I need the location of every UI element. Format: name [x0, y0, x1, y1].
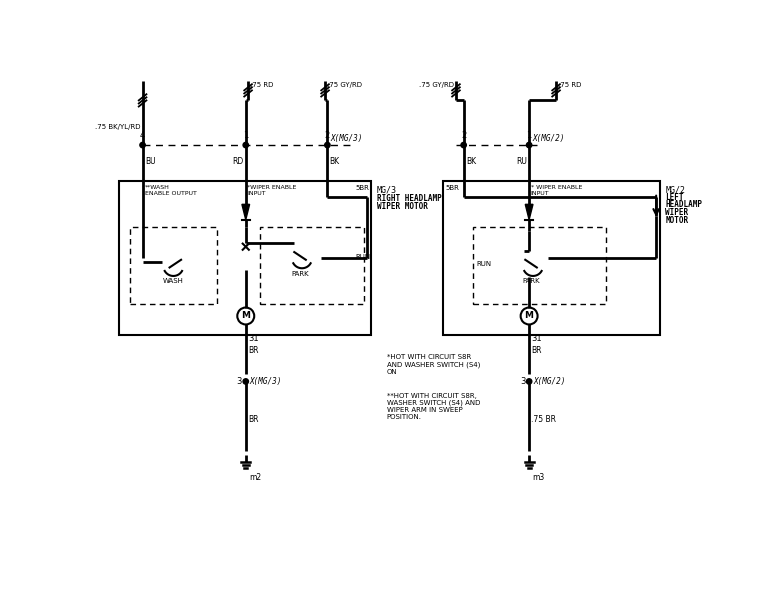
Text: .75 GY/RD: .75 GY/RD	[419, 82, 454, 88]
Text: RU: RU	[516, 157, 527, 166]
Text: MG/2: MG/2	[665, 185, 685, 194]
Text: PARK: PARK	[522, 278, 540, 284]
Text: X(MG/3): X(MG/3)	[250, 377, 282, 386]
Text: BU: BU	[145, 157, 155, 166]
Text: X(MG/3): X(MG/3)	[330, 134, 362, 143]
Bar	[473, 228, 606, 304]
Text: WASH: WASH	[163, 278, 184, 284]
Circle shape	[140, 143, 145, 147]
Text: BK: BK	[329, 157, 339, 166]
Circle shape	[526, 379, 531, 384]
Circle shape	[526, 143, 531, 147]
Circle shape	[325, 143, 330, 147]
Circle shape	[461, 143, 466, 147]
Text: 2: 2	[461, 132, 466, 140]
Text: 5BR: 5BR	[355, 185, 369, 191]
Text: X(MG/2): X(MG/2)	[533, 377, 565, 386]
Bar	[260, 228, 363, 304]
Text: 4: 4	[140, 132, 145, 140]
Bar	[120, 181, 371, 335]
Text: BR: BR	[531, 346, 542, 355]
Text: *HOT WITH CIRCUIT S8R
AND WASHER SWITCH (S4)
ON: *HOT WITH CIRCUIT S8R AND WASHER SWITCH …	[386, 354, 480, 375]
Text: **HOT WITH CIRCUIT S8R,
WASHER SWITCH (S4) AND
WIPER ARM IN SWEEP
POSITION.: **HOT WITH CIRCUIT S8R, WASHER SWITCH (S…	[386, 393, 480, 420]
Text: BK: BK	[466, 157, 476, 166]
Text: 31: 31	[531, 334, 542, 343]
Text: LEFT: LEFT	[665, 193, 684, 202]
Text: RUN: RUN	[477, 261, 492, 267]
Text: 1: 1	[243, 132, 248, 140]
Text: HEADLAMP: HEADLAMP	[665, 201, 703, 209]
Text: BR: BR	[248, 416, 259, 425]
Text: MOTOR: MOTOR	[665, 216, 689, 225]
Text: WIPER MOTOR: WIPER MOTOR	[376, 202, 428, 211]
Text: 1: 1	[527, 132, 531, 140]
Text: 31: 31	[248, 334, 259, 343]
Text: MG/3: MG/3	[376, 185, 396, 194]
Polygon shape	[242, 204, 250, 220]
Text: RD: RD	[232, 157, 243, 166]
Text: .75 RD: .75 RD	[250, 82, 273, 88]
Text: m2: m2	[249, 473, 261, 482]
Bar	[443, 181, 660, 335]
Text: * WIPER ENABLE
INPUT: * WIPER ENABLE INPUT	[531, 185, 582, 196]
Text: M: M	[241, 312, 250, 321]
Text: RIGHT HEADLAMP: RIGHT HEADLAMP	[376, 195, 442, 203]
Circle shape	[243, 143, 249, 147]
Text: 3: 3	[237, 377, 242, 386]
Text: X(MG/2): X(MG/2)	[532, 134, 564, 143]
Text: BR: BR	[248, 346, 259, 355]
Text: m3: m3	[532, 473, 545, 482]
Text: 3: 3	[520, 377, 525, 386]
Text: *WIPER ENABLE
INPUT: *WIPER ENABLE INPUT	[247, 185, 296, 196]
Text: RUN: RUN	[356, 254, 371, 259]
Polygon shape	[525, 204, 533, 220]
Circle shape	[243, 379, 249, 384]
Bar	[131, 228, 217, 304]
Text: .75 BK/YL/RD: .75 BK/YL/RD	[94, 124, 141, 130]
Text: .75 RD: .75 RD	[558, 82, 581, 88]
Text: .75 GY/RD: .75 GY/RD	[327, 82, 362, 88]
Text: .75 BR: .75 BR	[531, 416, 557, 425]
Text: **WASH
ENABLE OUTPUT: **WASH ENABLE OUTPUT	[145, 185, 197, 196]
Text: M: M	[525, 312, 534, 321]
Text: 5BR: 5BR	[445, 185, 459, 191]
Text: 2: 2	[325, 132, 330, 140]
Text: PARK: PARK	[292, 271, 310, 277]
Text: WIPER: WIPER	[665, 208, 689, 217]
